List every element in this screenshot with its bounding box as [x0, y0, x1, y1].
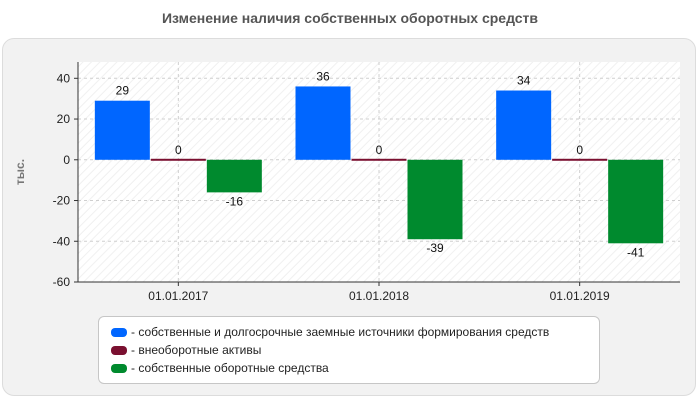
chart-legend: - собственные и долгосрочные заемные ист…	[98, 316, 600, 384]
bar-s0-c2	[496, 90, 552, 160]
legend-label-sources: - собственные и долгосрочные заемные ист…	[131, 325, 550, 339]
data-label-s1-c0: 0	[175, 143, 182, 157]
x-tick-label: 01.01.2017	[148, 289, 208, 303]
data-label-s2-c1: -39	[426, 241, 444, 255]
y-tick-label: -60	[53, 275, 71, 289]
chart-title: Изменение наличия собственных оборотных …	[161, 10, 539, 26]
legend-item-sources: - собственные и долгосрочные заемные ист…	[111, 323, 549, 341]
y-axis-label: тыс.	[13, 159, 27, 185]
y-tick-label: -40	[53, 234, 71, 248]
data-label-s2-c2: -41	[627, 245, 645, 259]
bar-s1-c0	[150, 158, 206, 161]
legend-label-working-capital: - собственные оборотные средства	[131, 361, 329, 375]
data-label-s0-c2: 34	[517, 74, 531, 88]
bar-s0-c0	[94, 100, 150, 160]
legend-item-working-capital: - собственные оборотные средства	[111, 359, 329, 377]
y-tick-label: 40	[57, 71, 71, 85]
bar-s1-c1	[351, 158, 407, 161]
y-tick-label: 20	[57, 112, 71, 126]
data-label-s1-c2: 0	[576, 143, 583, 157]
x-tick-label: 01.01.2019	[550, 289, 610, 303]
y-tick-label: 0	[63, 153, 70, 167]
legend-swatch-working-capital	[111, 363, 127, 373]
bar-s0-c1	[295, 86, 351, 160]
bar-s2-c2	[608, 159, 664, 244]
x-tick-label: 01.01.2018	[349, 289, 409, 303]
bar-s2-c1	[407, 159, 463, 240]
legend-swatch-sources	[111, 327, 127, 337]
data-label-s2-c0: -16	[226, 194, 244, 208]
legend-swatch-noncurrent-assets	[111, 345, 127, 355]
legend-label-noncurrent-assets: - внеоборотные активы	[131, 343, 262, 357]
bar-s2-c0	[206, 159, 262, 193]
data-label-s0-c0: 29	[116, 84, 130, 98]
y-tick-label: -20	[53, 194, 71, 208]
legend-item-noncurrent-assets: - внеоборотные активы	[111, 341, 261, 359]
bar-s1-c2	[552, 158, 608, 161]
data-label-s1-c1: 0	[376, 143, 383, 157]
data-label-s0-c1: 36	[316, 69, 330, 83]
